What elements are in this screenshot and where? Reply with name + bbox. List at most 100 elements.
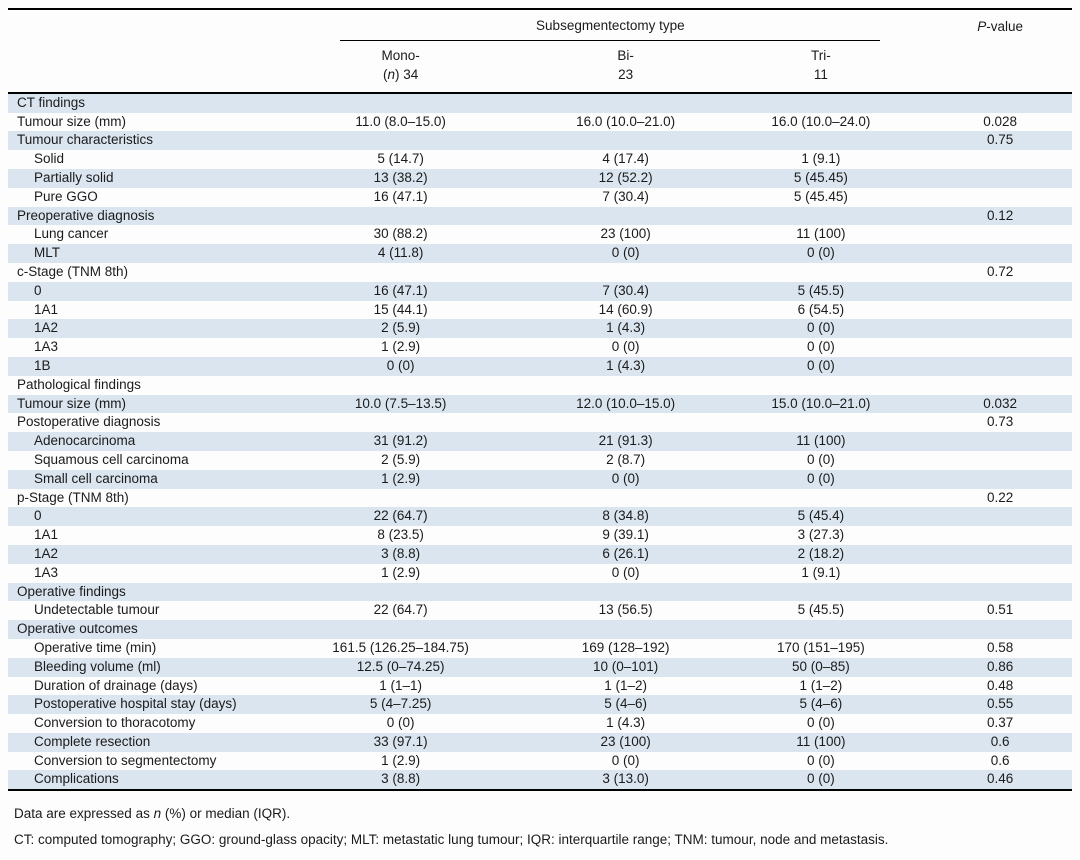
table-row: Operative outcomes [8, 620, 1072, 639]
bi-value-cell: 23 (100) [600, 733, 651, 749]
row-label: Operative findings [17, 583, 126, 599]
p-value-cell: 0.22 [987, 489, 1014, 505]
table-row: Conversion to segmentectomy 1 (2.9) 0 (0) 0… [8, 751, 1072, 771]
table-row: 1A3 1 (2.9) 0 (0) 0 (0) [8, 338, 1072, 357]
p-value-cell: 0.73 [987, 414, 1014, 430]
row-label: 1A3 [34, 339, 59, 355]
row-label: Duration of drainage (days) [34, 677, 198, 693]
tri-value-cell: 16.0 (10.0–24.0) [771, 113, 871, 129]
mono-value-cell: 10.0 (7.5–13.5) [354, 395, 447, 411]
p-value-cell [928, 620, 1072, 639]
bi-value-cell: 3 (13.0) [602, 771, 649, 787]
p-value-cell: 0.55 [987, 696, 1014, 712]
mono-value-cell: 8 (23.5) [377, 527, 424, 543]
p-value-cell [928, 432, 1072, 451]
mono-value-cell: 0 (0) [386, 357, 415, 373]
clinical-outcomes-table: Subsegmentectomy type P-value Mono- (n) … [8, 8, 1072, 791]
tri-value-cell: 5 (4–6) [799, 696, 843, 712]
tri-value-cell: 1 (1–2) [799, 677, 843, 693]
tri-value-cell: 11 (100) [796, 226, 846, 242]
row-label: Lung cancer [34, 226, 109, 242]
row-label: c-Stage (TNM 8th) [17, 263, 129, 279]
table-row: Operative time (min) 161.5 (126.25–184.75… [8, 638, 1072, 658]
tri-label: Tri- [810, 47, 831, 63]
p-italic: P [977, 19, 987, 34]
row-label: Solid [34, 151, 65, 167]
bi-value-cell [538, 131, 714, 150]
table-row: Undetectable tumour 22 (64.7) 13 (56.5) 5 (… [8, 601, 1072, 621]
p-value-cell: 0.028 [983, 113, 1018, 129]
bi-value-cell: 2 (8.7) [606, 451, 646, 467]
tri-value-cell: 0 (0) [806, 451, 835, 467]
footnotes: Data are expressed as n (%) or median (I… [8, 804, 1072, 849]
mono-value-cell [263, 620, 538, 639]
tri-value-cell: 1 (9.1) [801, 564, 841, 580]
bi-value-cell: 6 (26.1) [602, 545, 649, 561]
bi-value-cell: 9 (39.1) [602, 527, 649, 543]
p-value-cell [928, 526, 1072, 545]
table-row: Complete resection 33 (97.1) 23 (100) 11 (1… [8, 732, 1072, 752]
bi-value-cell: 169 (128–192) [581, 639, 670, 655]
tri-value-cell [713, 413, 928, 432]
table-row: Complications 3 (8.8) 3 (13.0) 0 (0) 0.46 [8, 770, 1072, 791]
bi-value-cell [538, 413, 714, 432]
tri-value-cell: 170 (151–195) [776, 639, 865, 655]
table-row: Pure GGO 16 (47.1) 7 (30.4) 5 (45.45) [8, 187, 1072, 207]
tri-value-cell: 5 (45.45) [793, 169, 848, 185]
p-value-cell: 0.86 [987, 658, 1014, 674]
table-row: 1A1 15 (44.1) 14 (60.9) 6 (54.5) [8, 300, 1072, 320]
mono-value-cell: 3 (8.8) [381, 545, 421, 561]
bi-value-cell: 8 (34.8) [602, 508, 649, 524]
table-row: Tumour size (mm) 11.0 (8.0–15.0) 16.0 (10.… [8, 112, 1072, 132]
row-label: CT findings [17, 94, 86, 110]
mono-value-cell [263, 413, 538, 432]
bi-value-cell: 12.0 (10.0–15.0) [576, 395, 676, 411]
table-row: Pathological findings [8, 375, 1072, 395]
mono-value-cell: 3 (8.8) [381, 771, 421, 787]
header-spacer [8, 41, 263, 93]
table-row: 1A2 2 (5.9) 1 (4.3) 0 (0) [8, 319, 1072, 339]
table-row: Lung cancer 30 (88.2) 23 (100) 11 (100) [8, 225, 1072, 245]
table-row: 1A2 3 (8.8) 6 (26.1) 2 (18.2) [8, 544, 1072, 564]
table-row: Duration of drainage (days) 1 (1–1) 1 (1–2… [8, 676, 1072, 696]
row-label: Squamous cell carcinoma [34, 451, 189, 467]
mono-count: (n) 34 [382, 66, 419, 82]
bi-value-cell: 0 (0) [611, 470, 640, 486]
tri-value-cell: 5 (45.4) [797, 508, 845, 524]
p-value-cell [928, 319, 1072, 338]
table-row: Tumour size (mm) 10.0 (7.5–13.5) 12.0 (10.… [8, 394, 1072, 414]
table-row: Postoperative diagnosis 0.73 [8, 413, 1072, 433]
mono-value-cell: 2 (5.9) [381, 320, 421, 336]
mono-value-cell: 31 (91.2) [373, 433, 428, 449]
bi-value-cell: 4 (17.4) [602, 151, 649, 167]
row-label: Complications [34, 771, 119, 787]
tri-value-cell: 15.0 (10.0–21.0) [771, 395, 871, 411]
tri-value-cell: 0 (0) [806, 357, 835, 373]
table-row: Postoperative hospital stay (days) 5 (4–7… [8, 695, 1072, 715]
p-value-cell [928, 301, 1072, 320]
row-label: Pathological findings [17, 376, 141, 392]
tri-value-cell: 1 (9.1) [801, 151, 841, 167]
tri-value-cell [713, 93, 928, 113]
table-row: Solid 5 (14.7) 4 (17.4) 1 (9.1) [8, 150, 1072, 169]
p-value-cell: 0.6 [990, 733, 1010, 749]
mono-label: Mono- [381, 47, 420, 63]
table-row: p-Stage (TNM 8th) 0.22 [8, 488, 1072, 508]
tri-value-cell [713, 263, 928, 282]
tri-value-cell [713, 489, 928, 508]
table-header: Subsegmentectomy type P-value Mono- (n) … [8, 9, 1072, 93]
mono-value-cell: 1 (2.9) [381, 564, 421, 580]
row-label: Adenocarcinoma [34, 433, 136, 449]
bi-value-cell [538, 207, 714, 226]
p-value-cell [928, 545, 1072, 564]
p-value-cell [928, 470, 1072, 489]
tri-value-cell: 0 (0) [806, 715, 835, 731]
row-label: 1A1 [34, 527, 59, 543]
table-row: Preoperative diagnosis 0.12 [8, 206, 1072, 226]
p-value-cell: 0.51 [987, 602, 1014, 618]
bi-value-cell [538, 376, 714, 395]
row-label: 1A3 [34, 564, 59, 580]
bi-value-cell [538, 583, 714, 602]
header-columns-row: Mono- (n) 34 Bi- 23 Tri- 11 [8, 41, 1072, 93]
tri-value-cell: 5 (45.5) [797, 282, 845, 298]
